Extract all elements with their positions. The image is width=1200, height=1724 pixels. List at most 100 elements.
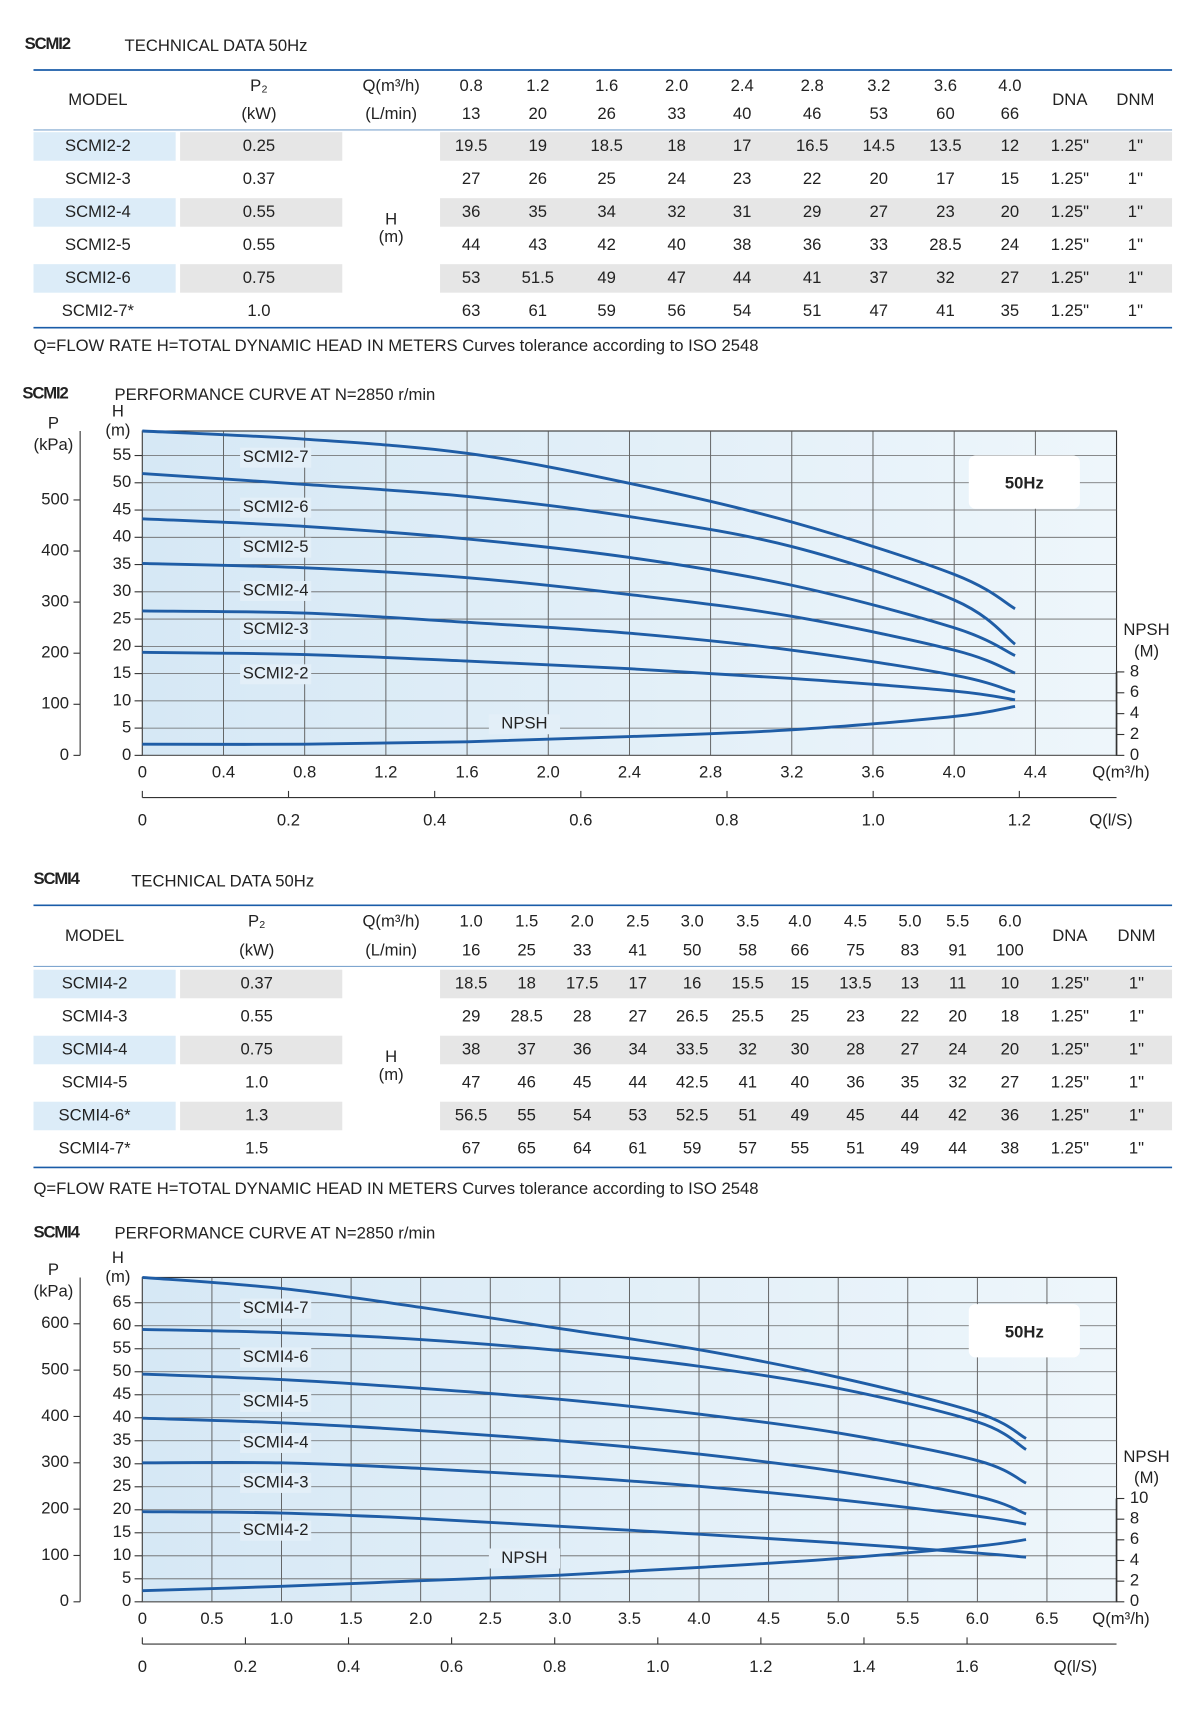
head-value: 47 (870, 301, 889, 320)
head-value: 61 (629, 1138, 648, 1157)
flow-m3h: 5.0 (898, 911, 921, 930)
model-cell-bg (33, 969, 176, 999)
model-cell-bg (33, 1101, 176, 1131)
x-tick-label: 2.0 (537, 763, 560, 782)
head-value: 11 (949, 973, 966, 992)
p2-cell-bg (180, 1101, 343, 1131)
flow-lmin: 33 (573, 940, 592, 959)
y-tick-label: 15 (113, 1522, 132, 1541)
head-value: 25 (791, 1006, 810, 1025)
head-value: 44 (462, 235, 481, 254)
head-value: 44 (948, 1138, 967, 1157)
head-value: 65 (517, 1138, 536, 1157)
y-tick-label: 45 (113, 499, 132, 518)
model: SCMI4-4 (62, 1039, 128, 1058)
x2-tick-label: 0.8 (715, 810, 738, 829)
head-value: 18 (1001, 1006, 1020, 1025)
head-value: 33 (870, 235, 889, 254)
head-value: 22 (901, 1006, 920, 1025)
table-title: SCMI2 (25, 34, 71, 53)
dnm: 1" (1129, 973, 1144, 992)
x2-tick-label: 0.6 (440, 1657, 463, 1676)
head-value: 18 (667, 136, 686, 155)
curve (142, 705, 1016, 746)
curve (142, 1327, 1027, 1451)
head-value: 23 (936, 202, 955, 221)
head-value: 15 (791, 973, 810, 992)
y-tick-label: 55 (113, 445, 132, 464)
head-value: 29 (803, 202, 822, 221)
flow-lmin: 26 (597, 104, 616, 123)
x-tick-label: 3.0 (548, 1609, 571, 1628)
row-bg (440, 1101, 1173, 1131)
head-value: 34 (597, 202, 616, 221)
head-value: 56 (667, 301, 686, 320)
p2-cell-bg (180, 1035, 343, 1065)
curve (142, 517, 1016, 657)
flow-m3h: 1.0 (460, 911, 483, 930)
curve-label-bg (240, 1432, 312, 1453)
curve-label-bg (240, 447, 312, 468)
p-tick-label: 500 (41, 1360, 69, 1379)
head-value: 24 (1001, 235, 1020, 254)
model: SCMI4-6* (58, 1105, 131, 1124)
dna: 1.25" (1051, 301, 1089, 320)
header-model: MODEL (68, 90, 127, 109)
badge: 50Hz (1005, 474, 1044, 493)
head-label: H (385, 1047, 397, 1066)
power: 0.37 (243, 169, 275, 188)
flow-lmin: 66 (1001, 104, 1020, 123)
x-tick-label: 1.0 (270, 1609, 293, 1628)
head-value: 35 (1001, 301, 1020, 320)
head-value: 27 (1001, 1072, 1020, 1091)
dna: 1.25" (1051, 973, 1089, 992)
x2-tick-label: 1.6 (955, 1657, 978, 1676)
head-value: 22 (803, 169, 822, 188)
dna: 1.25" (1051, 1039, 1089, 1058)
y-axis-unit: (m) (105, 1267, 130, 1286)
head-value: 36 (573, 1039, 592, 1058)
x-tick-label: 1.2 (374, 763, 397, 782)
x2-axis-label: Q(l/S) (1089, 810, 1133, 829)
x2-tick-label: 1.2 (749, 1657, 772, 1676)
x-tick-label: 3.5 (618, 1609, 641, 1628)
head-value: 23 (733, 169, 752, 188)
p-axis-label: P (48, 414, 59, 433)
curve-label-bg (240, 1347, 312, 1368)
head-value: 53 (629, 1105, 648, 1124)
head-value: 27 (1001, 268, 1020, 287)
power: 0.55 (243, 202, 275, 221)
curve-label: SCMI2-4 (243, 580, 309, 599)
p-axis-unit: (kPa) (34, 1281, 74, 1300)
flow-m3h: 4.0 (998, 76, 1021, 95)
dnm: 1" (1129, 1105, 1144, 1124)
model: SCMI2-2 (65, 136, 131, 155)
y-tick-label: 35 (113, 1430, 132, 1449)
head-value: 20 (1001, 202, 1020, 221)
curve-label: NPSH (501, 714, 547, 733)
curve (142, 609, 1016, 694)
head-value: 38 (1001, 1138, 1020, 1157)
flow-lmin: 25 (517, 940, 536, 959)
head-value: 44 (629, 1072, 648, 1091)
x-tick-label: 3.2 (780, 763, 803, 782)
flow-lmin: 40 (733, 104, 752, 123)
curve-label-bg (240, 1391, 312, 1412)
curve-label: SCMI2-6 (243, 497, 309, 516)
head-value: 16.5 (796, 136, 828, 155)
model: SCMI4-3 (62, 1006, 128, 1025)
head-value: 40 (791, 1072, 810, 1091)
head-value: 53 (462, 268, 481, 287)
npsh-tick-label: 8 (1130, 1509, 1139, 1528)
dna: 1.25" (1051, 235, 1089, 254)
power: 1.0 (245, 1072, 268, 1091)
head-value: 36 (846, 1072, 865, 1091)
flow-lmin: 46 (803, 104, 822, 123)
head-value: 14.5 (863, 136, 895, 155)
curve (142, 1416, 1027, 1516)
head-value: 55 (517, 1105, 536, 1124)
npsh-axis-unit: (M) (1134, 641, 1159, 660)
head-value: 49 (597, 268, 616, 287)
p-tick-label: 100 (41, 1545, 69, 1564)
x-tick-label: 4.4 (1024, 763, 1047, 782)
